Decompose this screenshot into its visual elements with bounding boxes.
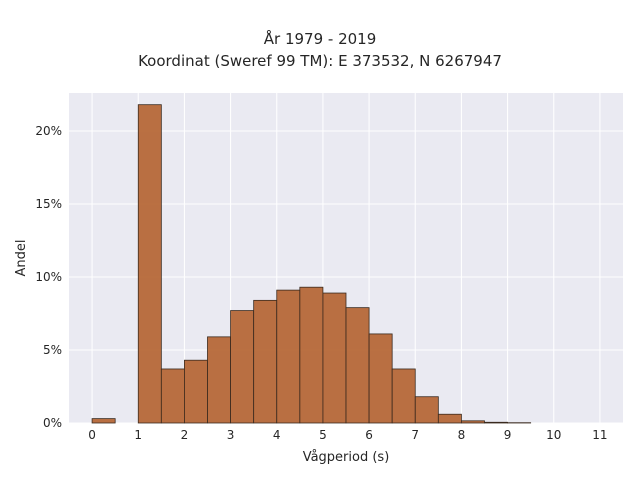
- x-tick-label: 1: [134, 428, 142, 442]
- x-tick-label: 4: [273, 428, 281, 442]
- x-tick-label: 5: [319, 428, 327, 442]
- x-tick-label: 11: [592, 428, 607, 442]
- chart-subtitle: Koordinat (Sweref 99 TM): E 373532, N 62…: [138, 52, 502, 70]
- x-tick-label: 2: [181, 428, 189, 442]
- histogram-bar: [276, 289, 301, 424]
- y-tick-labels: 0% 5% 10% 15% 20%: [35, 124, 62, 430]
- histogram-bar: [91, 418, 116, 424]
- y-tick-label: 20%: [35, 124, 62, 138]
- y-tick-label: 0%: [43, 416, 62, 430]
- histogram-bar: [230, 310, 255, 424]
- x-tick-label: 8: [458, 428, 466, 442]
- y-tick-label: 10%: [35, 270, 62, 284]
- x-tick-labels: 0 1 2 3 4 5 6 7 8 9 10 11: [88, 428, 607, 442]
- histogram-bar: [391, 368, 416, 424]
- histogram-bar: [461, 420, 485, 424]
- chart-title: År 1979 - 2019: [263, 30, 377, 48]
- x-tick-label: 10: [546, 428, 561, 442]
- chart-title-block: År 1979 - 2019 Koordinat (Sweref 99 TM):…: [0, 28, 640, 72]
- histogram-bar: [368, 333, 393, 424]
- histogram-bar: [322, 292, 347, 424]
- bars: [91, 104, 532, 424]
- histogram-bar: [299, 286, 324, 424]
- x-tick-label: 7: [411, 428, 419, 442]
- x-axis-label: Vågperiod (s): [303, 450, 390, 465]
- histogram-bar: [437, 413, 462, 424]
- x-tick-label: 9: [504, 428, 512, 442]
- histogram-bar: [414, 396, 439, 424]
- y-tick-label: 5%: [43, 343, 62, 357]
- histogram-bar: [253, 299, 278, 424]
- x-tick-label: 6: [365, 428, 373, 442]
- histogram-bar: [160, 368, 185, 424]
- x-tick-label: 3: [227, 428, 235, 442]
- y-axis-label: Andel: [14, 240, 29, 277]
- histogram-bar: [137, 104, 162, 424]
- x-tick-label: 0: [88, 428, 96, 442]
- histogram-bar: [184, 359, 208, 424]
- y-tick-label: 15%: [35, 197, 62, 211]
- histogram-bar: [484, 421, 508, 424]
- histogram-bar: [207, 336, 231, 424]
- histogram-bar: [345, 307, 370, 424]
